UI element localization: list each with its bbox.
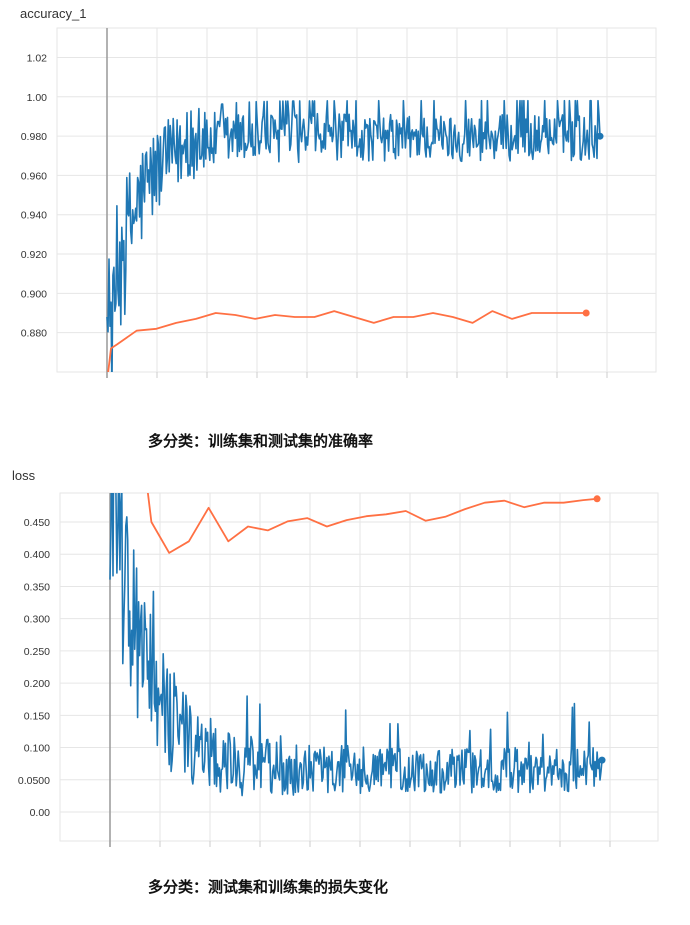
series-end-point-train xyxy=(598,756,606,764)
y-tick-label: 0.900 xyxy=(21,288,47,300)
series-line-test xyxy=(107,310,587,372)
y-tick-label: 0.150 xyxy=(24,710,50,722)
loss-chart: 0.00 0.0500 0.100 0.150 0.200 0.250 0.300 0.350… xyxy=(18,492,659,847)
y-tick-label: 0.400 xyxy=(24,549,50,561)
y-tick-label: 0.450 xyxy=(24,517,50,529)
chart-title-accuracy: accuracy_1 xyxy=(20,6,87,21)
y-tick-label: 0.940 xyxy=(21,210,47,222)
chart-title-loss: loss xyxy=(12,468,36,483)
series-end-point-test xyxy=(593,495,601,503)
plot-frame xyxy=(59,492,659,842)
accuracy-chart: 0.880 0.900 0.920 0.940 0.960 0.980 1.00 1.02 xyxy=(21,27,657,378)
y-tick-label: 0.100 xyxy=(24,743,50,755)
series-end-point-test xyxy=(582,309,590,317)
series-line-train xyxy=(106,99,601,372)
y-tick-label: 1.00 xyxy=(27,92,48,104)
y-tick-label: 0.00 xyxy=(30,807,51,819)
series-line-test xyxy=(146,493,598,554)
caption-loss: 多分类：测试集和训练集的损失变化 xyxy=(148,878,389,896)
series-end-point-train xyxy=(596,132,604,140)
y-tick-label: 0.920 xyxy=(21,249,47,261)
y-tick-label: 0.250 xyxy=(24,646,50,658)
caption-accuracy: 多分类：训练集和测试集的准确率 xyxy=(148,432,374,450)
y-tick-label: 0.960 xyxy=(21,170,47,182)
y-tick-label: 0.200 xyxy=(24,678,50,690)
y-tick-label: 0.0500 xyxy=(18,775,50,787)
y-tick-label: 0.350 xyxy=(24,581,50,593)
y-tick-label: 0.980 xyxy=(21,131,47,143)
y-tick-label: 1.02 xyxy=(27,52,48,64)
series-line-train xyxy=(109,493,603,797)
y-tick-label: 0.300 xyxy=(24,614,50,626)
y-tick-label: 0.880 xyxy=(21,328,47,340)
